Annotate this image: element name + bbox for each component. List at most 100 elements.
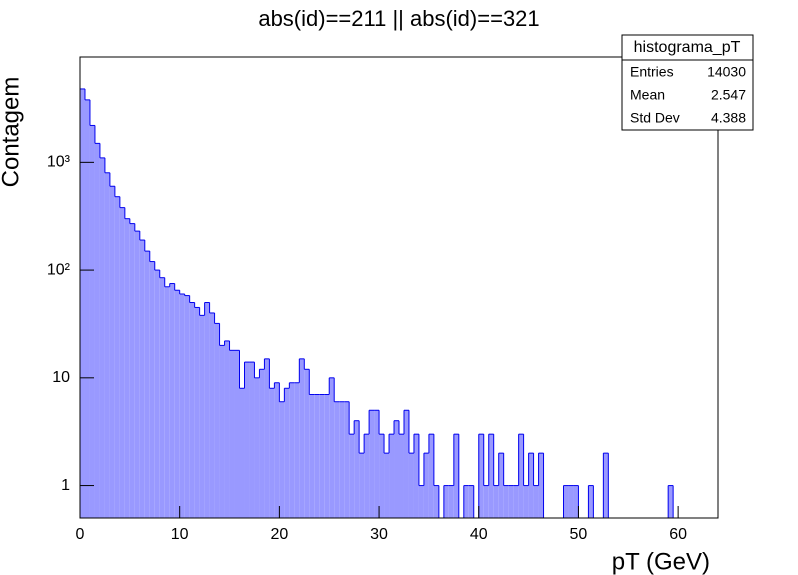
bar xyxy=(339,401,345,518)
bar xyxy=(518,434,524,518)
bar xyxy=(399,434,404,518)
bar xyxy=(294,382,300,518)
bar xyxy=(513,485,519,518)
bar xyxy=(668,485,674,518)
bar xyxy=(349,434,355,518)
y-axis-label: Contagem xyxy=(0,77,24,188)
bar xyxy=(149,261,155,518)
x-tick-label: 30 xyxy=(370,526,388,543)
bar xyxy=(528,453,534,518)
stats-value: 2.547 xyxy=(711,87,746,103)
x-tick-label: 50 xyxy=(570,526,588,543)
bar xyxy=(279,401,285,518)
y-tick-label: 10 xyxy=(52,369,70,386)
bar xyxy=(563,485,569,518)
x-tick-label: 0 xyxy=(76,526,85,543)
bar xyxy=(354,420,360,518)
bar xyxy=(224,340,230,518)
x-tick-label: 10 xyxy=(171,526,189,543)
bar xyxy=(314,394,320,518)
stats-value: 14030 xyxy=(707,64,746,80)
bar xyxy=(329,377,335,518)
bar xyxy=(99,157,105,519)
bar xyxy=(403,410,409,518)
bar xyxy=(209,312,215,518)
bar xyxy=(219,345,225,518)
x-tick-label: 60 xyxy=(669,526,687,543)
bar xyxy=(199,315,205,518)
bar xyxy=(493,485,499,518)
bar xyxy=(184,295,190,518)
bar xyxy=(94,143,100,518)
bar xyxy=(129,223,135,519)
bar xyxy=(384,453,390,518)
bar xyxy=(588,485,594,518)
bar xyxy=(413,434,419,518)
bar xyxy=(189,302,195,518)
bar xyxy=(84,99,90,518)
bar xyxy=(408,453,414,518)
bar xyxy=(154,270,160,518)
chart-title: abs(id)==211 || abs(id)==321 xyxy=(258,6,539,31)
bar xyxy=(229,350,235,518)
bar xyxy=(453,434,459,518)
bar xyxy=(344,401,350,518)
bar xyxy=(394,420,399,518)
stats-box: histograma_pT Entries 14030 Mean 2.547 S… xyxy=(621,34,754,131)
x-axis-label: pT (GeV) xyxy=(612,548,710,575)
bar xyxy=(463,485,469,518)
bar xyxy=(299,358,305,518)
bar xyxy=(304,369,310,518)
bar xyxy=(269,388,275,518)
bar xyxy=(533,485,539,518)
bar xyxy=(284,388,290,518)
bar xyxy=(538,453,544,518)
bar xyxy=(428,434,434,518)
bar xyxy=(379,434,385,518)
bar xyxy=(508,485,514,518)
bar xyxy=(334,401,340,518)
bar xyxy=(254,377,260,518)
x-tick-label: 40 xyxy=(470,526,488,543)
bar xyxy=(114,196,120,518)
bar xyxy=(264,358,270,518)
bar xyxy=(159,277,165,518)
bar xyxy=(324,394,330,518)
stats-key: Entries xyxy=(630,64,674,80)
bar xyxy=(169,283,175,518)
bar xyxy=(603,453,609,518)
bar xyxy=(359,453,365,518)
bar xyxy=(309,394,315,518)
bar xyxy=(443,485,449,518)
bar xyxy=(389,434,395,518)
bar xyxy=(80,88,85,518)
bar xyxy=(139,240,145,518)
bar xyxy=(234,350,240,518)
bar xyxy=(214,323,220,518)
stats-key: Std Dev xyxy=(630,110,680,126)
bar xyxy=(364,434,370,518)
stats-key: Mean xyxy=(630,87,665,103)
x-tick-label: 20 xyxy=(270,526,288,543)
bar xyxy=(418,485,424,518)
bar xyxy=(164,286,170,518)
stats-frame xyxy=(621,34,754,131)
bar xyxy=(239,388,245,518)
stats-value: 4.388 xyxy=(711,110,746,126)
bar xyxy=(144,251,150,519)
bar xyxy=(369,410,375,518)
y-tick-label: 10³ xyxy=(47,154,71,171)
bar xyxy=(423,453,429,518)
bar xyxy=(478,434,484,518)
stats-title: histograma_pT xyxy=(634,39,741,56)
bar xyxy=(274,382,280,518)
y-tick-label: 10² xyxy=(47,261,71,278)
bar xyxy=(119,207,125,518)
bar xyxy=(244,362,250,518)
bar xyxy=(503,485,509,518)
plot-area xyxy=(79,88,718,519)
bar xyxy=(448,485,454,518)
bar xyxy=(259,369,265,518)
